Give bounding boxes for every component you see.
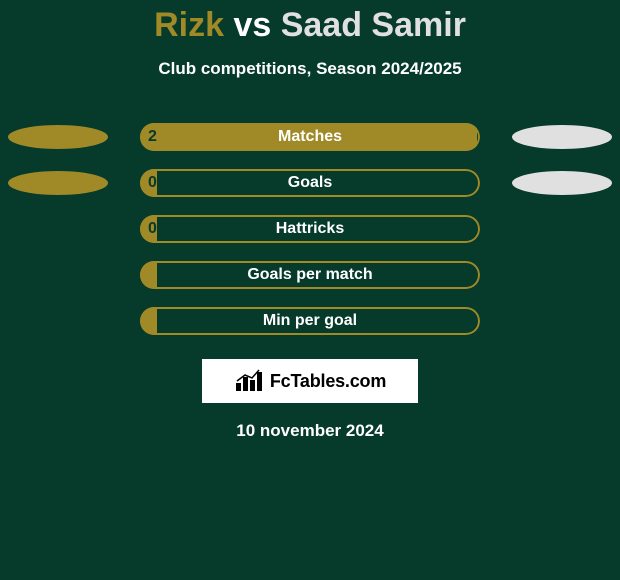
subtitle: Club competitions, Season 2024/2025: [0, 59, 620, 79]
stat-row: Hattricks0: [0, 215, 620, 243]
stat-row: Goals per match: [0, 261, 620, 289]
stat-label: Hattricks: [140, 215, 480, 243]
player1-marker: [8, 171, 108, 195]
stat-label: Matches: [140, 123, 480, 151]
logo-box: FcTables.com: [202, 359, 418, 403]
stat-label: Goals per match: [140, 261, 480, 289]
player2-marker: [512, 171, 612, 195]
stat-row: Matches2: [0, 123, 620, 151]
vs-text: vs: [233, 6, 271, 44]
stat-value-player1: 0: [148, 215, 157, 243]
stat-row: Min per goal: [0, 307, 620, 335]
logo: FcTables.com: [234, 369, 386, 393]
stat-label: Goals: [140, 169, 480, 197]
infographic-container: Rizk vs Saad Samir Club competitions, Se…: [0, 0, 620, 580]
stat-bar: Goals: [140, 169, 480, 197]
stat-bar: Matches: [140, 123, 480, 151]
date-line: 10 november 2024: [0, 421, 620, 441]
stat-label: Min per goal: [140, 307, 480, 335]
stats-rows: Matches2Goals0Hattricks0Goals per matchM…: [0, 123, 620, 335]
stat-row: Goals0: [0, 169, 620, 197]
stat-bar: Min per goal: [140, 307, 480, 335]
stat-value-player1: 2: [148, 123, 157, 151]
logo-text: FcTables.com: [270, 371, 386, 392]
player1-name: Rizk: [154, 6, 224, 44]
stat-value-player1: 0: [148, 169, 157, 197]
player2-marker: [512, 125, 612, 149]
player2-name: Saad Samir: [281, 6, 466, 44]
bars-icon: [234, 369, 266, 393]
player1-marker: [8, 125, 108, 149]
stat-bar: Goals per match: [140, 261, 480, 289]
page-title: Rizk vs Saad Samir: [0, 6, 620, 45]
stat-bar: Hattricks: [140, 215, 480, 243]
